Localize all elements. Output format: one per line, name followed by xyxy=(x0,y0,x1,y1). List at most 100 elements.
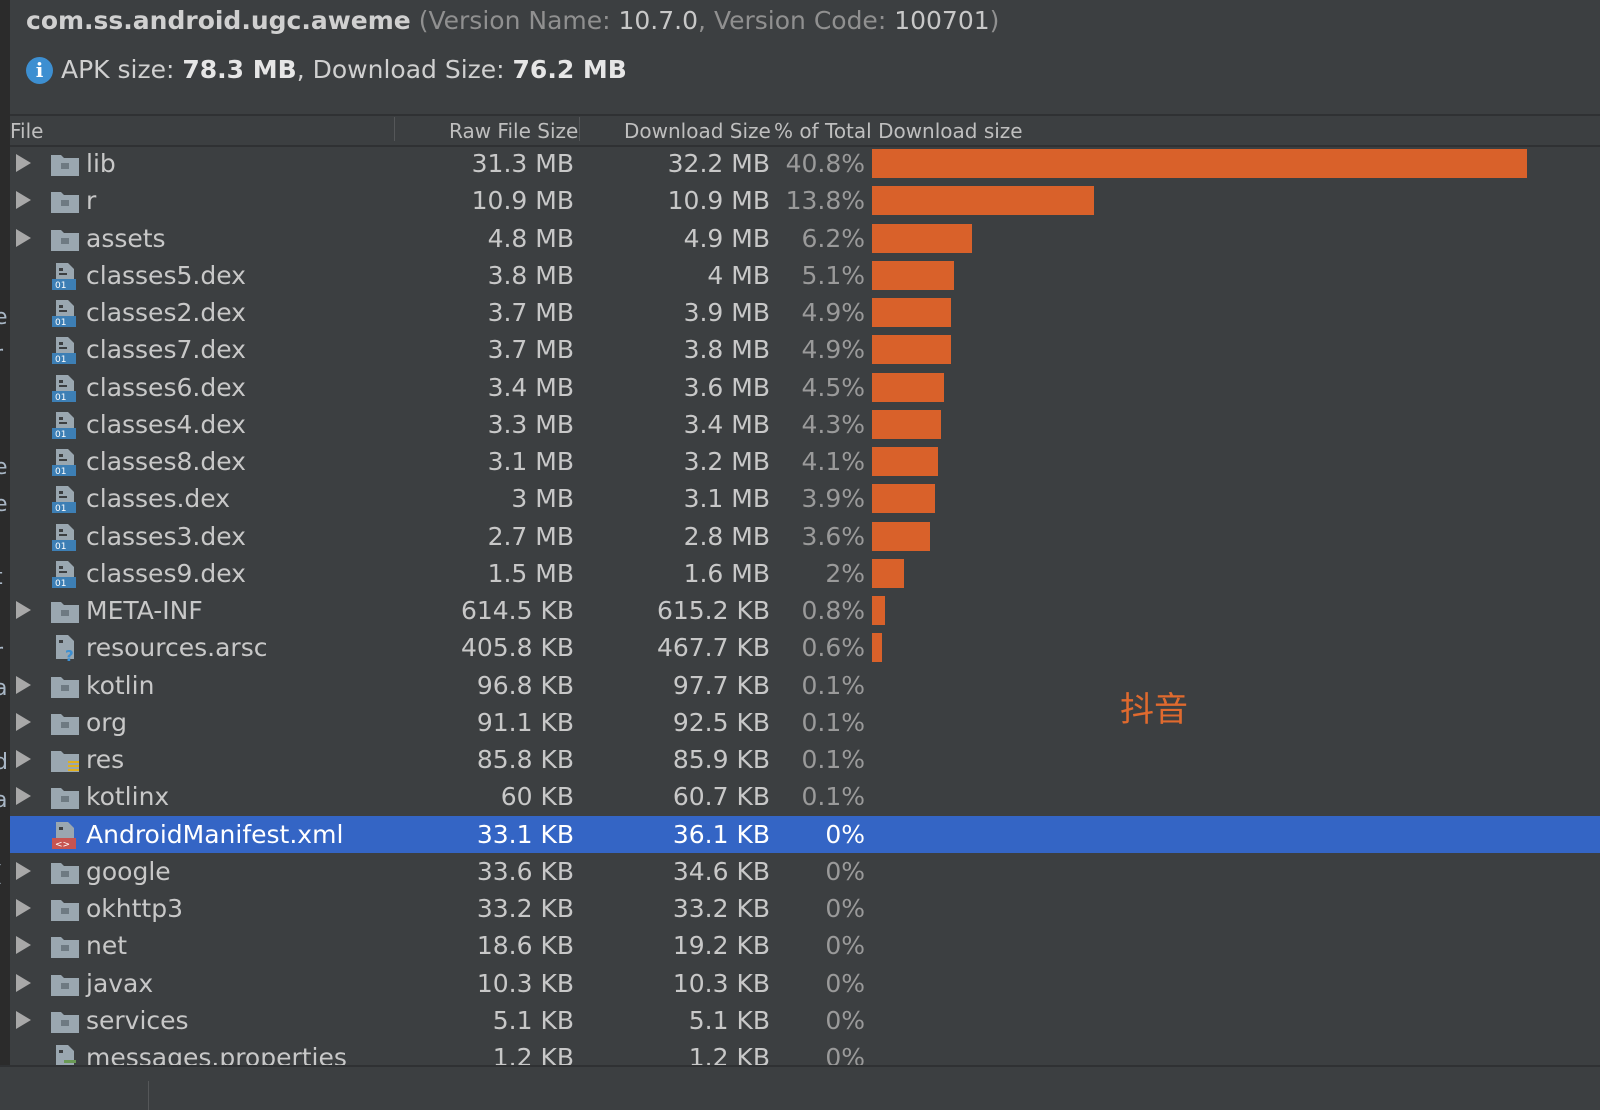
file-name: assets xyxy=(86,220,166,257)
download-size-label: Download Size: xyxy=(313,52,505,88)
percent-of-total: 0% xyxy=(825,816,865,853)
file-name: classes8.dex xyxy=(86,443,246,480)
svg-text:<>: <> xyxy=(55,840,70,849)
expand-arrow-icon[interactable] xyxy=(16,601,31,619)
expand-arrow-icon[interactable] xyxy=(16,750,31,768)
file-name: classes9.dex xyxy=(86,555,246,592)
watermark-label: 抖音 xyxy=(1120,682,1188,731)
download-share-bar xyxy=(872,224,972,253)
raw-file-size: 33.2 KB xyxy=(477,890,574,927)
dex-file-icon: 01 xyxy=(50,485,80,513)
svg-text:?: ? xyxy=(65,647,74,662)
dex-file-icon: 01 xyxy=(50,299,80,327)
file-name: r xyxy=(86,182,96,219)
download-size: 10.3 KB xyxy=(673,965,770,1002)
raw-file-size: 60 KB xyxy=(501,778,574,815)
svg-text:01: 01 xyxy=(55,542,66,551)
file-name: AndroidManifest.xml xyxy=(86,816,343,853)
download-share-bar xyxy=(872,335,951,364)
download-size: 3.9 MB xyxy=(684,294,770,331)
expand-arrow-icon[interactable] xyxy=(16,974,31,992)
expand-arrow-icon[interactable] xyxy=(16,713,31,731)
percent-of-total: 3.9% xyxy=(801,480,865,517)
editor-gutter-strip: ereetra.dai( xyxy=(0,0,10,1108)
file-name: net xyxy=(86,927,127,964)
column-separator[interactable] xyxy=(394,117,395,141)
raw-file-size: 1.2 KB xyxy=(493,1039,574,1065)
percent-of-total: 0.8% xyxy=(801,592,865,629)
download-share-bar xyxy=(872,633,882,662)
column-separator[interactable] xyxy=(579,117,580,141)
cropped-editor-text: ( xyxy=(0,862,3,887)
raw-file-size: 3.8 MB xyxy=(488,257,574,294)
percent-of-total: 0% xyxy=(825,1002,865,1039)
dex-file-icon: 01 xyxy=(50,523,80,551)
version-code: 100701 xyxy=(894,6,989,35)
expand-arrow-icon[interactable] xyxy=(16,936,31,954)
svg-text:01: 01 xyxy=(55,318,66,327)
expand-arrow-icon[interactable] xyxy=(16,154,31,172)
expand-arrow-icon[interactable] xyxy=(16,676,31,694)
file-name: resources.arsc xyxy=(86,629,267,666)
percent-of-total: 0.1% xyxy=(801,704,865,741)
bottom-bar-divider xyxy=(148,1081,149,1110)
raw-file-size: 1.5 MB xyxy=(488,555,574,592)
column-header-raw-size[interactable]: Raw File Size xyxy=(449,117,578,145)
folder-icon xyxy=(50,970,80,998)
file-name: okhttp3 xyxy=(86,890,183,927)
raw-file-size: 85.8 KB xyxy=(477,741,574,778)
table-row[interactable]: kotlinx 60 KB 60.7 KB 0.1% xyxy=(10,778,1600,815)
expand-arrow-icon[interactable] xyxy=(16,1011,31,1029)
unknown-file-icon: ? xyxy=(50,634,80,662)
percent-of-total: 0.1% xyxy=(801,778,865,815)
percent-of-total: 0% xyxy=(825,1039,865,1065)
percent-of-total: 0% xyxy=(825,890,865,927)
expand-arrow-icon[interactable] xyxy=(16,229,31,247)
percent-of-total: 0.6% xyxy=(801,629,865,666)
file-name: kotlin xyxy=(86,667,154,704)
download-size-value: 76.2 MB xyxy=(513,52,627,88)
expand-arrow-icon[interactable] xyxy=(16,787,31,805)
download-share-bar xyxy=(872,261,954,290)
download-size: 60.7 KB xyxy=(673,778,770,815)
file-name: kotlinx xyxy=(86,778,169,815)
download-share-bar xyxy=(872,447,938,476)
cropped-editor-text: e xyxy=(0,455,8,480)
download-size: 85.9 KB xyxy=(673,741,770,778)
svg-text:01: 01 xyxy=(55,504,66,513)
expand-arrow-icon[interactable] xyxy=(16,191,31,209)
column-header-percent[interactable]: % of Total Download size xyxy=(774,117,1023,145)
expand-arrow-icon[interactable] xyxy=(16,862,31,880)
column-header-file[interactable]: File xyxy=(10,117,43,145)
download-size: 92.5 KB xyxy=(673,704,770,741)
percent-of-total: 6.2% xyxy=(801,220,865,257)
raw-file-size: 3.4 MB xyxy=(488,369,574,406)
cropped-editor-text: d xyxy=(0,750,8,775)
expand-arrow-icon[interactable] xyxy=(16,899,31,917)
column-header-download-size[interactable]: Download Size xyxy=(624,117,771,145)
